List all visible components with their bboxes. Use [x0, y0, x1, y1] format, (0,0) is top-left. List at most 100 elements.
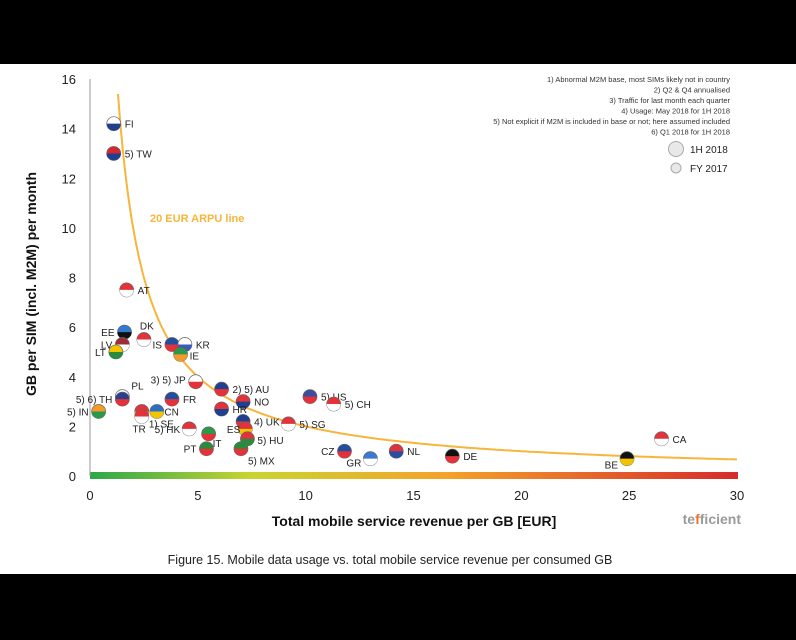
point-marker-lower — [326, 404, 341, 412]
point-marker-lower — [149, 411, 164, 419]
x-tick-label: 20 — [514, 488, 528, 503]
point-label: ES — [227, 425, 241, 436]
data-point: EE — [101, 324, 132, 340]
x-tick-label: 5 — [194, 488, 201, 503]
figure-panel: 0 2 4 6 8 10 12 14 16 0 5 10 15 20 25 30 20 EUR ARPU l… — [0, 64, 796, 574]
point-label: 5) CH — [345, 400, 371, 411]
data-point: CZ — [321, 443, 352, 459]
legend-label-1h-2018: 1H 2018 — [690, 145, 728, 156]
x-axis-gradient-bar — [90, 472, 738, 479]
point-marker-lower — [654, 438, 669, 446]
point-marker-lower — [106, 153, 121, 161]
y-tick-label: 0 — [69, 469, 76, 484]
point-label: IT — [213, 439, 222, 450]
point-label: CA — [673, 435, 687, 446]
legend: 1H 2018 FY 2017 — [668, 141, 728, 175]
data-point: HR — [214, 401, 247, 417]
y-tick-label: 14 — [62, 122, 76, 137]
point-marker-lower — [620, 458, 635, 466]
point-label: AT — [138, 286, 150, 297]
data-point: 1) SE — [149, 404, 174, 430]
point-label: IE — [190, 351, 200, 362]
x-tick-label: 30 — [730, 488, 744, 503]
point-marker-lower — [214, 389, 229, 397]
point-marker-lower — [91, 411, 106, 419]
footnote: 4) Usage: May 2018 for 1H 2018 — [621, 107, 730, 116]
point-label: 5) CN — [153, 407, 179, 418]
point-label: 5) IN — [67, 407, 89, 418]
y-tick-label: 4 — [69, 370, 76, 385]
x-tick-labels: 0 5 10 15 20 25 30 — [86, 488, 744, 503]
data-point: DK — [136, 322, 154, 347]
point-label: FI — [125, 120, 134, 131]
point-label: GR — [346, 459, 361, 470]
data-point: CA — [654, 431, 687, 447]
data-point: LT — [95, 344, 124, 360]
y-tick-label: 12 — [62, 171, 76, 186]
x-tick-label: 25 — [622, 488, 636, 503]
point-marker-lower — [201, 433, 216, 441]
data-point: TR — [132, 409, 150, 435]
y-tick-label: 8 — [69, 271, 76, 286]
data-point: GR — [346, 451, 378, 470]
arpu-curve-label: 20 EUR ARPU line — [150, 213, 244, 225]
footnote: 6) Q1 2018 for 1H 2018 — [651, 128, 730, 137]
point-label: LT — [95, 348, 106, 359]
point-marker-lower — [445, 456, 460, 464]
point-marker-lower — [233, 448, 248, 456]
data-point: 5) TW — [106, 146, 153, 161]
footnotes: 1) Abnormal M2M base, most SIMs likely n… — [493, 75, 730, 137]
data-point: 5) HK — [155, 421, 197, 437]
data-point: 2) 5) AU — [214, 381, 269, 397]
point-marker-lower — [389, 451, 404, 459]
point-label: 5) HU — [257, 436, 283, 447]
y-tick-label: 10 — [62, 221, 76, 236]
point-marker-lower — [281, 423, 296, 431]
point-marker-lower — [108, 351, 123, 359]
point-label: IS — [153, 340, 163, 351]
data-point: IE — [173, 347, 200, 362]
point-label: TR — [132, 424, 145, 435]
data-point: BE — [605, 451, 635, 472]
point-marker-lower — [136, 339, 151, 347]
point-label: NO — [254, 398, 269, 409]
data-point: 5) SG — [281, 416, 326, 432]
legend-marker-small — [670, 162, 682, 174]
point-label: 5) TW — [125, 149, 153, 160]
point-label: BE — [605, 461, 619, 472]
footnote: 1) Abnormal M2M base, most SIMs likely n… — [547, 75, 730, 84]
point-label: FR — [183, 395, 196, 406]
point-label: 5) SG — [299, 420, 325, 431]
point-label: 5) 6) TH — [76, 395, 113, 406]
point-label: EE — [101, 328, 115, 339]
point-label: LV — [101, 340, 113, 351]
data-point: FR — [164, 391, 196, 407]
y-tick-label: 2 — [69, 419, 76, 434]
point-label: 5) HK — [155, 425, 181, 436]
point-label: 5) MX — [248, 457, 275, 468]
point-label: DK — [140, 322, 154, 333]
brand-logo-mark: f — [695, 511, 700, 527]
point-marker-lower — [199, 448, 214, 456]
point-marker-lower — [164, 399, 179, 407]
point-marker-lower — [134, 416, 149, 424]
point-label: 3) 5) JP — [151, 376, 186, 387]
data-point: 5) CH — [326, 396, 371, 412]
legend-label-fy-2017: FY 2017 — [690, 164, 728, 175]
footnote: 2) Q2 & Q4 annualised — [654, 86, 730, 95]
x-tick-label: 0 — [86, 488, 93, 503]
point-marker-lower — [363, 458, 378, 466]
y-axis-title: GB per SIM (incl. M2M) per month — [23, 172, 39, 396]
data-point: IT — [201, 426, 222, 450]
point-marker-lower — [115, 399, 130, 407]
y-tick-label: 6 — [69, 320, 76, 335]
data-point: NL — [388, 443, 420, 459]
point-marker-lower — [337, 451, 352, 459]
point-label: 4) UK — [254, 417, 280, 428]
brand-logo-prefix: te — [683, 511, 696, 527]
data-point: AT — [119, 282, 150, 298]
point-marker-lower — [188, 381, 203, 389]
brand-logo-suffix: ficient — [700, 511, 742, 527]
